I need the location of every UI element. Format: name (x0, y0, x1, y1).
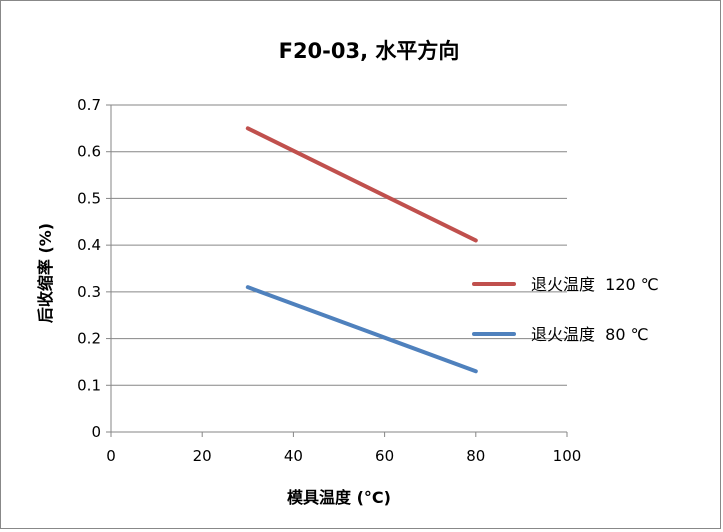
legend: 退火温度 120 ℃ 退火温度 80 ℃ (472, 275, 659, 344)
x-tick-label: 0 (106, 447, 116, 465)
series-line-1 (245, 285, 478, 374)
series-line-0 (245, 126, 478, 243)
x-tick-label: 40 (284, 447, 303, 465)
y-tick-label: 0.7 (77, 96, 101, 114)
y-tick-label: 0.3 (77, 283, 101, 301)
series-layer (245, 126, 478, 374)
y-tick-label: 0.1 (77, 376, 101, 394)
y-tick-label: 0.6 (77, 143, 101, 161)
x-tick-label: 100 (553, 447, 582, 465)
y-tick-label: 0 (91, 423, 101, 441)
legend-label-1: 退火温度 80 ℃ (531, 325, 649, 344)
legend-label-0: 退火温度 120 ℃ (531, 275, 659, 294)
y-tick-label: 0.4 (77, 236, 101, 254)
grid-layer (111, 104, 567, 433)
chart-title: F20-03, 水平方向 (279, 39, 460, 63)
x-tick-label: 20 (193, 447, 212, 465)
x-tick-label: 60 (375, 447, 394, 465)
y-tick-label: 0.5 (77, 189, 101, 207)
y-tick-label: 0.2 (77, 330, 101, 348)
x-axis-title: 模具温度 (°C) (287, 488, 391, 507)
y-axis-title: 后收缩率 (%) (36, 223, 55, 323)
axis-layer: 0 0.1 0.2 0.3 0.4 0.5 0.6 0.7 0 20 40 60 80 100 (77, 96, 581, 465)
x-tick-label: 80 (466, 447, 485, 465)
